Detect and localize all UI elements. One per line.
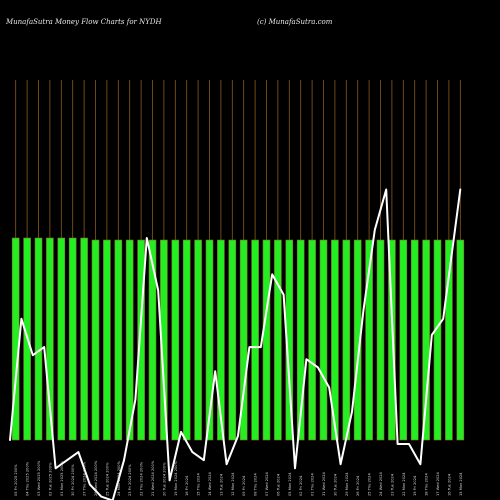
money-flow-bar — [171, 239, 180, 441]
x-tick-label: 23 Tue 2024 — [390, 473, 394, 496]
money-flow-bar — [68, 237, 77, 441]
money-flow-bar — [125, 239, 134, 441]
x-tick-label: 19 Mon 2024 200% — [174, 460, 178, 496]
x-tick-label: 01 Mon 2025 200% — [60, 460, 64, 496]
money-flow-bar — [410, 239, 419, 441]
x-tick-label: 19 Fri 2024 — [413, 475, 417, 496]
money-flow-bar — [262, 239, 271, 441]
money-flow-bar — [91, 239, 100, 441]
x-tick-label: 12 Mon 2024 — [231, 472, 235, 496]
x-tick-label: 18 Thu 2024 — [425, 473, 429, 496]
money-flow-bar — [228, 239, 237, 441]
money-flow-bar — [34, 237, 43, 441]
x-tick-label: 21 Wed 2024 200% — [151, 460, 155, 496]
watermark: (c) MunafaSutra.com — [257, 18, 333, 26]
money-flow-bar — [46, 237, 54, 441]
money-flow-bar — [274, 239, 282, 441]
money-flow-bar — [365, 239, 373, 441]
money-flow-bar — [148, 239, 157, 441]
money-flow-bar — [445, 239, 453, 441]
money-flow-bar — [456, 239, 465, 441]
money-flow-bar — [103, 239, 111, 441]
x-tick-label: 16 Fri 2024 — [185, 475, 189, 496]
money-flow-bar — [331, 239, 339, 441]
x-tick-label: 26 Wed 2024 200% — [94, 460, 98, 496]
x-tick-label: 26 Fri 2024 — [356, 475, 360, 496]
x-tick-label: 15 Thu 2024 — [197, 473, 201, 496]
x-tick-label: 31 Wed 2024 — [322, 471, 326, 496]
money-flow-bar — [388, 239, 396, 441]
x-tick-label: 23 Fri 2024 200% — [128, 464, 132, 496]
money-flow-bar — [80, 237, 88, 441]
x-tick-label: 30 Tue 2024 — [333, 473, 337, 496]
x-tick-label: 24 Wed 2024 — [379, 471, 383, 496]
money-flow-bar — [319, 239, 328, 441]
money-flow-bar — [353, 239, 362, 441]
money-flow-bar — [205, 239, 214, 441]
money-flow-bar — [194, 239, 202, 441]
x-tick-label: 25 Tue 2024 200% — [105, 462, 109, 496]
x-axis-ticks: 05 Fri 2025 200% 04 Thu 2025 200% 03 Wed 2… — [14, 460, 463, 496]
x-tick-label: 30 Fri 2024 200% — [71, 464, 75, 496]
x-tick-label: 14 Wed 2024 — [208, 471, 212, 496]
x-tick-label: 07 Wed 2024 — [265, 471, 269, 496]
money-flow-bar — [296, 239, 305, 441]
money-flow-bar — [114, 239, 123, 441]
x-tick-label: 20 Tue 2024 200% — [162, 462, 166, 496]
money-flow-bar — [251, 239, 259, 441]
money-flow-line — [9, 188, 462, 500]
x-tick-label: 13 Tue 2024 — [219, 473, 223, 496]
x-tick-label: 27 Thu 2024 200% — [83, 461, 87, 496]
money-flow-bar — [422, 239, 430, 441]
money-flow-bar — [342, 239, 351, 441]
chart-title: MunafaSutra Money Flow Charts for NYDH — [5, 18, 162, 26]
money-flow-bar — [433, 239, 442, 441]
x-tick-label: 02 Tue 2025 200% — [48, 462, 52, 496]
x-tick-label: 05 Mon 2024 — [288, 472, 292, 496]
money-flow-bar — [308, 239, 316, 441]
x-tick-label: 05 Fri 2025 200% — [14, 464, 18, 496]
x-tick-label: 16 Tue 2024 — [447, 473, 451, 496]
money-flow-bar — [57, 237, 66, 441]
x-tick-label: 08 Thu 2024 — [254, 473, 258, 496]
x-tick-label: 02 Fri 2024 — [299, 475, 303, 496]
x-tick-label: 22 Thu 2024 200% — [140, 461, 144, 496]
money-flow-bar — [239, 239, 248, 441]
x-tick-label: 25 Thu 2024 — [368, 473, 372, 496]
x-tick-label: 03 Wed 2025 200% — [37, 460, 41, 496]
x-tick-label: 01 Thu 2024 — [311, 473, 315, 496]
x-tick-label: 06 Tue 2024 — [276, 473, 280, 496]
x-tick-label: 09 Fri 2024 — [242, 475, 246, 496]
x-tick-label: 22 Mon 2024 — [402, 472, 406, 496]
x-tick-label: 04 Thu 2025 200% — [26, 461, 30, 496]
money-flow-bar — [376, 239, 385, 441]
x-tick-label: 17 Wed 2024 — [436, 471, 440, 496]
money-flow-bar — [399, 239, 408, 441]
money-flow-bar — [182, 239, 191, 441]
money-flow-bar — [217, 239, 225, 441]
x-tick-label: 15 Mon 2024 — [459, 472, 463, 496]
x-tick-label: 29 Mon 2024 — [345, 472, 349, 496]
money-flow-bar — [137, 239, 145, 441]
x-tick-label: 24 Mon 2024 200% — [117, 460, 121, 496]
